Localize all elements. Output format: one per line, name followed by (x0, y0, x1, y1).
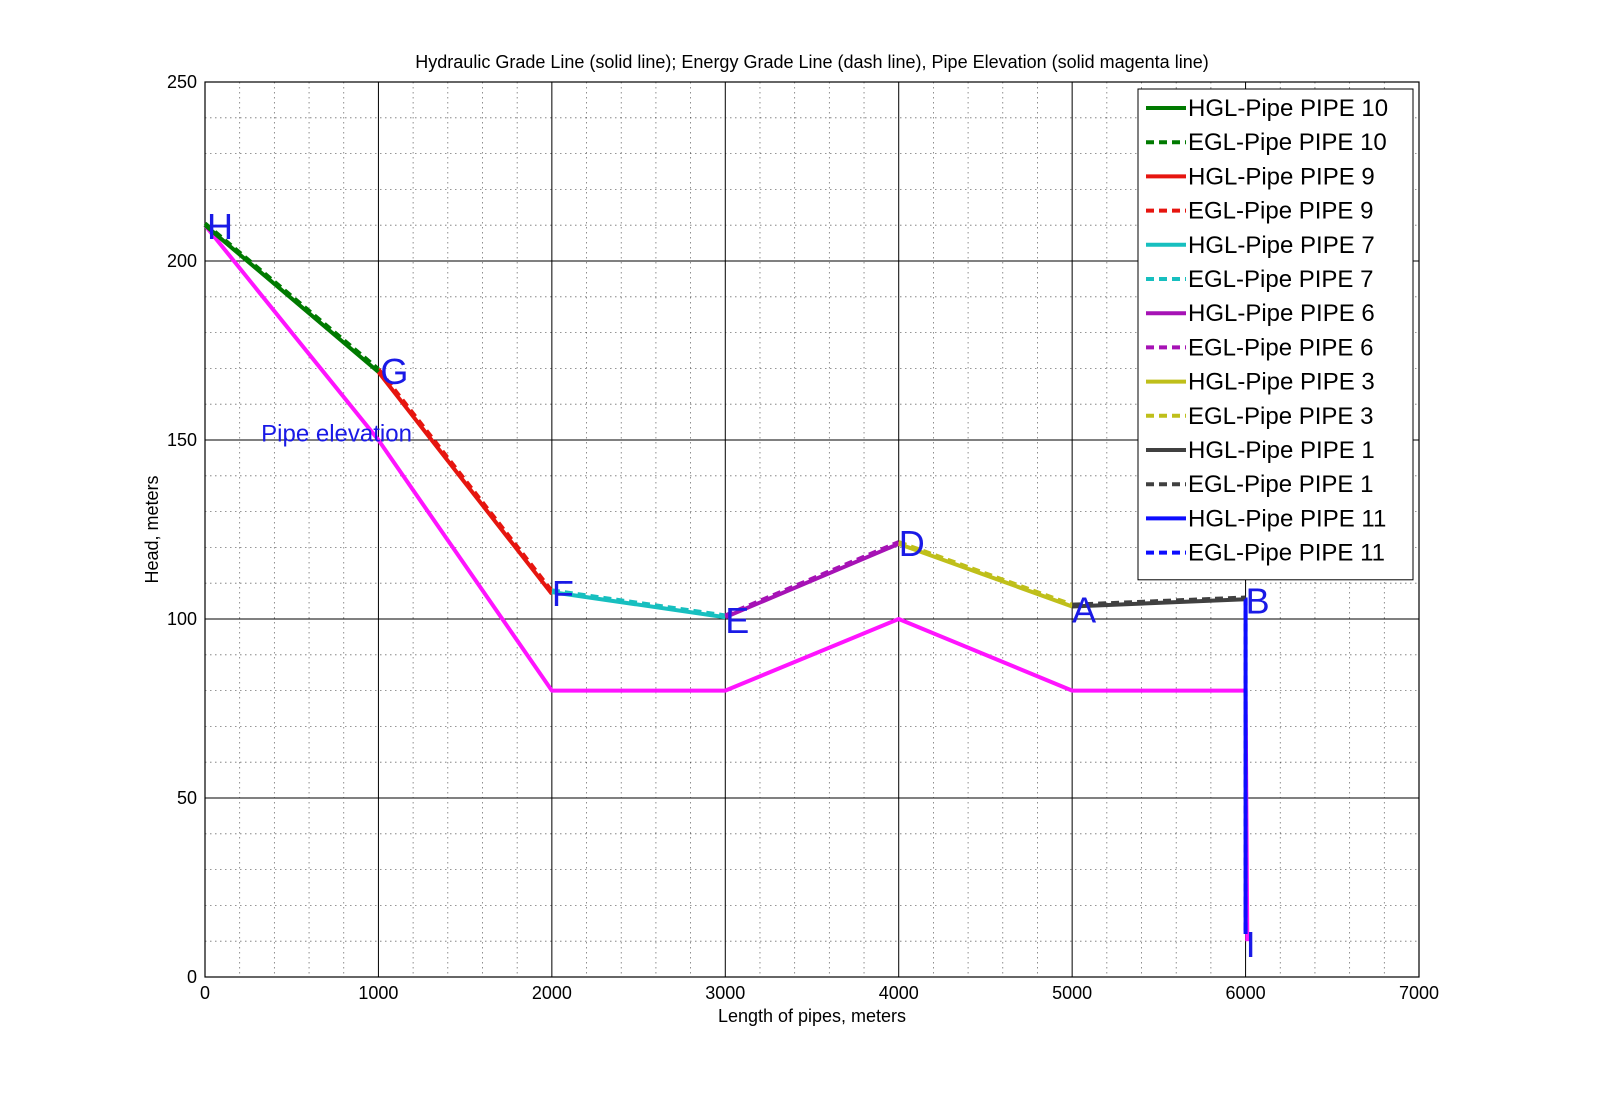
x-tick-label: 7000 (1399, 983, 1439, 1003)
legend-box (1137, 88, 1414, 581)
chart-title: Hydraulic Grade Line (solid line); Energ… (415, 52, 1208, 72)
legend-entry-label: EGL-Pipe PIPE 10 (1188, 129, 1387, 156)
legend-entry-label: EGL-Pipe PIPE 7 (1188, 266, 1373, 293)
point-label-d: D (899, 523, 925, 564)
legend-entry-label: EGL-Pipe PIPE 1 (1188, 471, 1373, 498)
axes-frame (204, 81, 1420, 978)
x-tick-label: 3000 (705, 983, 745, 1003)
point-label-e: E (725, 600, 749, 641)
y-tick-label: 250 (167, 72, 197, 92)
x-tick-label: 1000 (358, 983, 398, 1003)
y-tick-label: 0 (187, 967, 197, 987)
point-label-i: I (1246, 924, 1256, 965)
x-tick-label: 6000 (1226, 983, 1266, 1003)
pipe-elevation-line (203, 223, 1250, 942)
legend-entry-label: EGL-Pipe PIPE 3 (1188, 403, 1373, 430)
legend-entry-label: EGL-Pipe PIPE 11 (1188, 540, 1385, 567)
series-line-hgl-pipe-pipe-1 (1072, 597, 1246, 609)
x-axis-title: Length of pipes, meters (718, 1006, 906, 1026)
series-line-hgl-pipe-pipe-9 (376, 370, 554, 596)
legend-entry-label: HGL-Pipe PIPE 9 (1188, 163, 1375, 190)
x-tick-label: 2000 (532, 983, 572, 1003)
point-label-a: A (1072, 589, 1096, 630)
point-label-b: B (1246, 580, 1270, 621)
series-line-hgl-pipe-pipe-6 (724, 541, 900, 620)
series-line-hgl-pipe-pipe-3 (898, 541, 1073, 609)
y-tick-label: 150 (167, 430, 197, 450)
point-label-h: H (207, 206, 233, 247)
y-tick-label: 50 (177, 788, 197, 808)
y-axis-title: Head, meters (142, 475, 162, 583)
legend: HGL-Pipe PIPE 10 EGL-Pipe PIPE 10 HGL-Pipe… (1137, 88, 1414, 581)
legend-entry-label: HGL-Pipe PIPE 11 (1188, 505, 1386, 532)
point-label-f: F (552, 573, 574, 614)
legend-entry-label: HGL-Pipe PIPE 7 (1188, 232, 1375, 259)
legend-entry-label: HGL-Pipe PIPE 3 (1188, 369, 1375, 396)
x-tick-label: 0 (200, 983, 210, 1003)
y-tick-label: 200 (167, 251, 197, 271)
legend-entry-label: HGL-Pipe PIPE 6 (1188, 300, 1375, 327)
point-label-g: G (380, 351, 408, 392)
legend-entry-label: EGL-Pipe PIPE 9 (1188, 198, 1373, 225)
x-tick-label: 4000 (879, 983, 919, 1003)
x-tick-label: 5000 (1052, 983, 1092, 1003)
legend-entry-label: EGL-Pipe PIPE 6 (1188, 334, 1373, 361)
annotation-pipe-elevation: Pipe elevation (261, 420, 412, 447)
series-line-egl-pipe-pipe-10 (203, 221, 380, 371)
legend-entry-label: HGL-Pipe PIPE 10 (1188, 95, 1388, 122)
y-tick-label: 100 (167, 609, 197, 629)
series-line-hgl-pipe-pipe-7 (551, 590, 726, 620)
legend-entry-label: HGL-Pipe PIPE 1 (1188, 437, 1375, 464)
series-line-hgl-pipe-pipe-10 (203, 223, 380, 374)
